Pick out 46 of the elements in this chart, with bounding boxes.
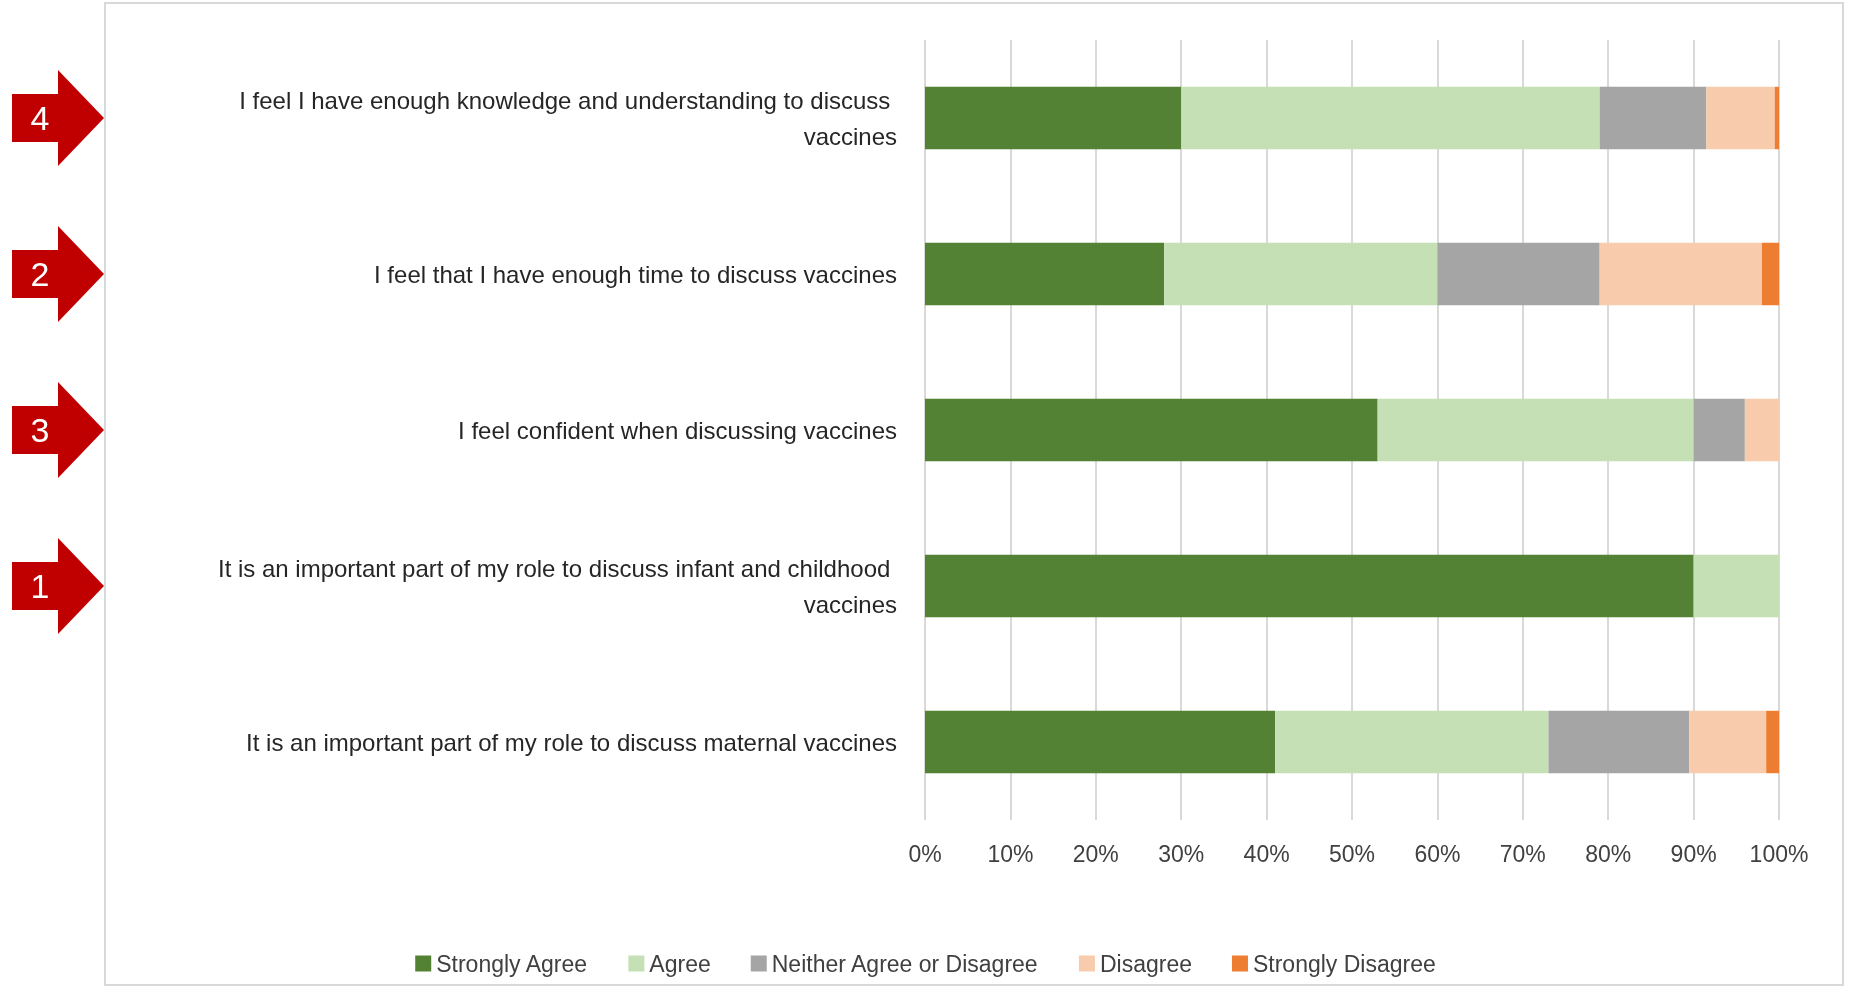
bar	[1744, 398, 1779, 462]
bar	[1377, 398, 1694, 462]
bar	[1693, 554, 1779, 618]
y-tick-label: It is an important part of my role to discuss infant and childhood vaccines	[217, 554, 897, 618]
y-tick-label: I feel confident when discussing vaccines	[458, 416, 897, 444]
bar	[925, 554, 1694, 618]
bar	[1706, 86, 1775, 150]
bar	[1599, 86, 1707, 150]
bar	[1689, 710, 1767, 774]
legend-label: Neither Agree or Disagree	[771, 950, 1038, 977]
bar	[1774, 86, 1779, 150]
bar	[1693, 398, 1745, 462]
y-tick-label: I feel I have enough knowledge and understanding to discuss vaccines	[239, 86, 897, 150]
arrow-icon: 1	[12, 538, 104, 634]
x-tick-label: 50%	[1328, 840, 1376, 867]
x-tick-label: 40%	[1243, 840, 1290, 867]
bar	[925, 710, 1276, 774]
bar	[1437, 242, 1600, 306]
x-tick-label: 30%	[1158, 840, 1205, 867]
x-tick-label: 20%	[1072, 840, 1119, 867]
bar	[1275, 710, 1549, 774]
bar	[925, 86, 1182, 150]
bar	[1761, 242, 1779, 306]
bar	[1599, 242, 1762, 306]
legend-label: Strongly Disagree	[1252, 950, 1436, 977]
bar	[925, 398, 1378, 462]
x-tick-label: 70%	[1499, 840, 1546, 867]
y-tick-label: I feel that I have enough time to discuss vaccines	[374, 260, 897, 288]
x-tick-label: 60%	[1414, 840, 1461, 867]
bar	[1164, 242, 1438, 306]
y-tick-label: It is an important part of my role to discuss maternal vaccines	[246, 728, 897, 756]
x-tick-label: 10%	[987, 840, 1034, 867]
x-tick-label: 0%	[908, 840, 942, 867]
bar	[1548, 710, 1690, 774]
bar	[1766, 710, 1779, 774]
legend-label: Strongly Agree	[436, 950, 588, 977]
x-tick-label: 90%	[1670, 840, 1717, 867]
legend-label: Agree	[649, 950, 711, 977]
x-tick-label: 100%	[1749, 840, 1809, 867]
bar	[925, 242, 1165, 306]
arrow-icon: 4	[12, 70, 104, 166]
bar	[1181, 86, 1600, 150]
arrow-icon: 3	[12, 382, 104, 478]
x-tick-label: 80%	[1585, 840, 1632, 867]
legend-label: Disagree	[1099, 950, 1192, 977]
arrow-icon: 2	[12, 226, 104, 322]
